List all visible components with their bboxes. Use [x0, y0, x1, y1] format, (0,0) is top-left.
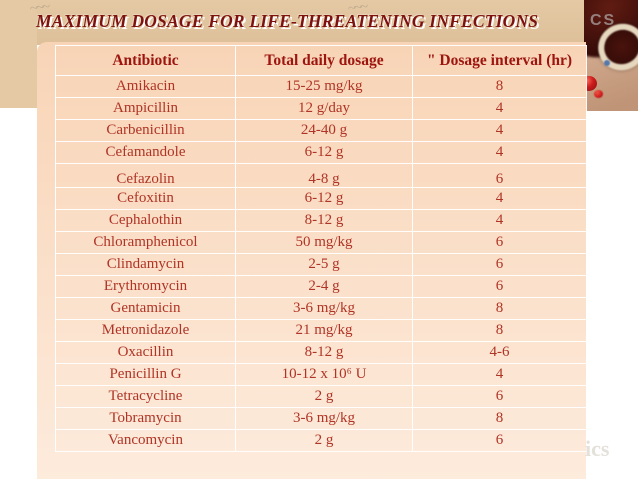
table-row: Erythromycin 2-4 g 6 [55, 275, 587, 298]
cell-dosage-interval: 6 [412, 275, 587, 298]
cell-total-daily-dosage: 6-12 g [235, 141, 413, 164]
cell-dosage-interval: 8 [412, 407, 587, 430]
cell-total-daily-dosage: 12 g/day [235, 97, 413, 120]
table-row: Carbenicillin 24-40 g 4 [55, 119, 587, 142]
dosage-table: Antibiotic Total daily dosage " Dosage i… [55, 45, 587, 452]
table-row: Tetracycline 2 g 6 [55, 385, 587, 408]
cell-total-daily-dosage: 6-12 g [235, 187, 413, 210]
table-row: Cefamandole 6-12 g 4 [55, 141, 587, 164]
cell-antibiotic: Tetracycline [55, 385, 236, 408]
table-row: Amikacin 15-25 mg/kg 8 [55, 75, 587, 98]
cell-antibiotic: Penicillin G [55, 363, 236, 386]
cell-dosage-interval: 4 [412, 363, 587, 386]
table-row: Tobramycin 3-6 mg/kg 8 [55, 407, 587, 430]
table-row: Clindamycin 2-5 g 6 [55, 253, 587, 276]
cell-antibiotic: Gentamicin [55, 297, 236, 320]
column-header-dosage-interval: " Dosage interval (hr) [412, 45, 587, 76]
cell-total-daily-dosage: 2-5 g [235, 253, 413, 276]
cell-dosage-interval: 6 [412, 231, 587, 254]
cell-total-daily-dosage: 24-40 g [235, 119, 413, 142]
cell-total-daily-dosage: 50 mg/kg [235, 231, 413, 254]
cell-total-daily-dosage: 2 g [235, 385, 413, 408]
cell-total-daily-dosage: 2 g [235, 429, 413, 452]
cell-dosage-interval: 4-6 [412, 341, 587, 364]
cell-dosage-interval: 8 [412, 75, 587, 98]
table-row: Metronidazole 21 mg/kg 8 [55, 319, 587, 342]
cell-dosage-interval: 4 [412, 209, 587, 232]
cell-total-daily-dosage: 3-6 mg/kg [235, 297, 413, 320]
cell-antibiotic: Cefazolin [55, 163, 236, 188]
red-pill-small-icon [594, 90, 603, 98]
table-header: Antibiotic Total daily dosage " Dosage i… [55, 45, 587, 76]
cell-antibiotic: Metronidazole [55, 319, 236, 342]
cell-dosage-interval: 4 [412, 119, 587, 142]
header-row: Antibiotic Total daily dosage " Dosage i… [55, 45, 587, 76]
cell-dosage-interval: 4 [412, 141, 587, 164]
cell-dosage-interval: 6 [412, 385, 587, 408]
column-header-total-daily-dosage: Total daily dosage [235, 45, 413, 76]
left-accent-band [0, 0, 37, 108]
cell-total-daily-dosage: 8-12 g [235, 341, 413, 364]
table-row: Ampicillin 12 g/day 4 [55, 97, 587, 120]
header-band [0, 0, 638, 45]
cell-total-daily-dosage: 10-12 x 10⁶ U [235, 363, 413, 386]
column-header-antibiotic: Antibiotic [55, 45, 236, 76]
table-row: Cefazolin 4-8 g 6 [55, 163, 587, 188]
cell-dosage-interval: 4 [412, 97, 587, 120]
cell-total-daily-dosage: 3-6 mg/kg [235, 407, 413, 430]
table-row: Cefoxitin 6-12 g 4 [55, 187, 587, 210]
cell-total-daily-dosage: 15-25 mg/kg [235, 75, 413, 98]
pill-bottle-photo [584, 0, 638, 111]
blue-pill-icon [604, 60, 610, 66]
cell-antibiotic: Tobramycin [55, 407, 236, 430]
cell-antibiotic: Cefamandole [55, 141, 236, 164]
red-pill-icon [584, 76, 597, 91]
watermark-top-right: CS [590, 12, 617, 29]
table-row: Vancomycin 2 g 6 [55, 429, 587, 452]
table-row: Oxacillin 8-12 g 4-6 [55, 341, 587, 364]
slide-title: MAXIMUM DOSAGE FOR LIFE-THREATENING INFE… [36, 11, 539, 31]
cell-dosage-interval: 8 [412, 319, 587, 342]
cell-antibiotic: Clindamycin [55, 253, 236, 276]
cell-antibiotic: Amikacin [55, 75, 236, 98]
cell-antibiotic: Ampicillin [55, 97, 236, 120]
table-row: Penicillin G 10-12 x 10⁶ U 4 [55, 363, 587, 386]
cell-dosage-interval: 8 [412, 297, 587, 320]
watermark-scribble-center: ~~~ [347, 0, 368, 17]
table-row: Gentamicin 3-6 mg/kg 8 [55, 297, 587, 320]
cell-total-daily-dosage: 8-12 g [235, 209, 413, 232]
cell-dosage-interval: 4 [412, 187, 587, 210]
table-row: Cephalothin 8-12 g 4 [55, 209, 587, 232]
cell-antibiotic: Cefoxitin [55, 187, 236, 210]
cell-antibiotic: Oxacillin [55, 341, 236, 364]
cell-dosage-interval: 6 [412, 253, 587, 276]
table-body: Amikacin 15-25 mg/kg 8 Ampicillin 12 g/d… [55, 75, 587, 452]
cell-antibiotic: Cephalothin [55, 209, 236, 232]
cell-dosage-interval: 6 [412, 429, 587, 452]
cell-dosage-interval: 6 [412, 163, 587, 188]
watermark-bottom-right: ics [585, 436, 610, 461]
cell-total-daily-dosage: 21 mg/kg [235, 319, 413, 342]
cell-total-daily-dosage: 2-4 g [235, 275, 413, 298]
cell-antibiotic: Vancomycin [55, 429, 236, 452]
table-row: Chloramphenicol 50 mg/kg 6 [55, 231, 587, 254]
cell-antibiotic: Carbenicillin [55, 119, 236, 142]
cell-antibiotic: Erythromycin [55, 275, 236, 298]
watermark-scribble-left: ~~~ [29, 0, 50, 17]
cell-antibiotic: Chloramphenicol [55, 231, 236, 254]
cell-total-daily-dosage: 4-8 g [235, 163, 413, 188]
